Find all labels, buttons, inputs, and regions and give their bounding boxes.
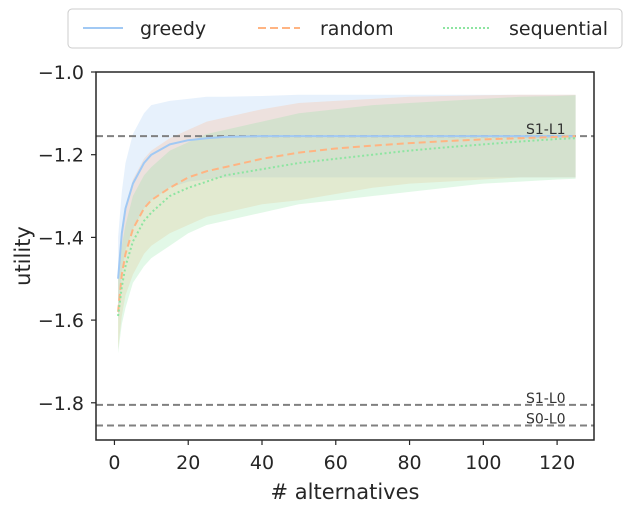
axes-frame: [95, 71, 595, 441]
series-line-random: [117, 135, 576, 312]
x-tick-label-100: 100: [465, 452, 501, 474]
x-tick-label-60: 60: [324, 452, 348, 474]
x-tick-label-80: 80: [397, 452, 421, 474]
legend-frame: [67, 8, 623, 49]
reference-label-s0-l0: S0-L0: [526, 412, 566, 428]
confidence-band-random: [118, 94, 576, 349]
y-tick-label-0: −1.0: [38, 62, 84, 84]
y-tick-label-3: −1.6: [38, 310, 84, 332]
legend: greedy random sequential: [67, 8, 623, 49]
plot-area: S1-L1 S1-L0 S0-L0: [96, 94, 594, 428]
confidence-band-sequential: [118, 95, 576, 354]
legend-label-random: random: [320, 18, 394, 40]
y-tick-label-1: −1.2: [38, 145, 84, 167]
y-tick-label-4: −1.8: [38, 393, 84, 415]
x-axis-label: # alternatives: [271, 480, 420, 504]
x-tick-label-20: 20: [176, 452, 200, 474]
confidence-band-greedy: [118, 94, 576, 321]
axes: 0 20 40 60 80 100 120 −1.0 −1.2 −1.4 −1.6 −1.8: [38, 62, 575, 474]
legend-label-greedy: greedy: [140, 18, 206, 40]
reference-label-s1-l1: S1-L1: [526, 122, 566, 138]
y-axis-label: utility: [11, 226, 35, 286]
legend-label-sequential: sequential: [509, 18, 608, 40]
series-line-greedy: [117, 135, 576, 279]
x-tick-label-40: 40: [250, 452, 274, 474]
y-tick-label-2: −1.4: [38, 227, 84, 249]
x-tick-label-120: 120: [539, 452, 575, 474]
series-line-sequential: [117, 137, 576, 317]
reference-label-s1-l0: S1-L0: [526, 391, 566, 407]
x-tick-label-0: 0: [108, 452, 120, 474]
